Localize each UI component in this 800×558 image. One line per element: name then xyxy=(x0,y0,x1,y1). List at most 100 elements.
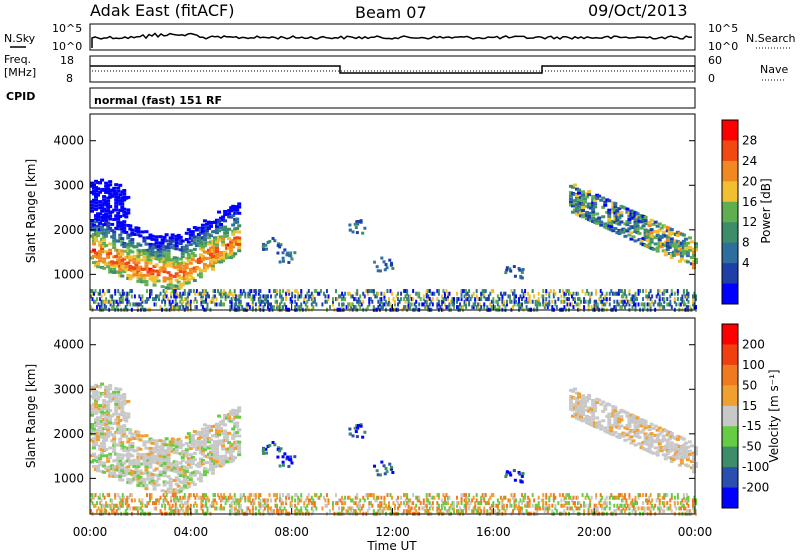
heatmap-cell xyxy=(261,449,265,453)
heatmap-cell xyxy=(542,297,545,302)
heatmap-cell xyxy=(90,256,94,260)
heatmap-cell xyxy=(545,291,548,296)
heatmap-cell xyxy=(394,503,397,508)
heatmap-cell xyxy=(322,495,325,500)
heatmap-cell xyxy=(144,465,149,469)
heatmap-cell xyxy=(353,501,356,506)
heatmap-cell xyxy=(587,415,592,419)
heatmap-cell xyxy=(116,239,121,243)
heatmap-cell xyxy=(645,289,648,294)
heatmap-cell xyxy=(184,448,189,452)
heatmap-cell xyxy=(357,297,360,302)
heatmap-cell xyxy=(148,291,151,296)
heatmap-cell xyxy=(621,409,626,413)
heatmap-cell xyxy=(653,236,658,240)
heatmap-cell xyxy=(527,291,530,296)
heatmap-cell xyxy=(691,503,694,508)
heatmap-cell xyxy=(625,207,630,211)
heatmap-cell xyxy=(300,289,303,294)
heatmap-cell xyxy=(597,219,602,223)
heatmap-cell xyxy=(128,428,133,432)
heatmap-cell xyxy=(162,480,167,484)
heatmap-cell xyxy=(174,493,177,498)
heatmap-cell xyxy=(93,299,96,304)
heatmap-cell xyxy=(251,506,254,511)
heatmap-cell xyxy=(616,506,619,511)
heatmap-cell xyxy=(257,291,260,296)
heatmap-cell xyxy=(657,448,662,452)
heatmap-cell xyxy=(90,438,94,442)
nave-label: Nave xyxy=(760,63,788,76)
heatmap-cell xyxy=(552,495,555,500)
heatmap-cell xyxy=(518,299,521,304)
heatmap-cell xyxy=(604,506,607,511)
heatmap-cell xyxy=(148,481,153,485)
heatmap-cell xyxy=(303,503,306,508)
heatmap-cell xyxy=(310,495,313,500)
heatmap-cell xyxy=(127,495,130,500)
heatmap-cell xyxy=(171,503,174,508)
heatmap-cell xyxy=(536,302,539,307)
heatmap-cell xyxy=(531,299,534,304)
heatmap-cell xyxy=(259,493,262,498)
heatmap-cell xyxy=(525,509,528,514)
heatmap-cell xyxy=(215,253,220,257)
heatmap-cell xyxy=(643,509,646,514)
heatmap-cell xyxy=(601,291,604,296)
heatmap-cell xyxy=(583,297,586,302)
heatmap-cell xyxy=(172,246,177,250)
heatmap-cell xyxy=(619,305,622,310)
heatmap-cell xyxy=(693,245,698,249)
heatmap-cell xyxy=(92,440,97,444)
heatmap-cell xyxy=(279,447,283,451)
heatmap-cell xyxy=(186,457,191,461)
heatmap-cell xyxy=(362,291,365,296)
heatmap-cell xyxy=(174,272,179,276)
heatmap-cell xyxy=(239,294,242,299)
heatmap-cell xyxy=(274,289,277,294)
heatmap-cell xyxy=(231,449,236,453)
heatmap-cell xyxy=(645,294,648,299)
heatmap-cell xyxy=(274,294,277,299)
heatmap-cell xyxy=(192,451,197,455)
heatmap-cell xyxy=(341,509,344,514)
heatmap-cell xyxy=(96,212,101,216)
heatmap-cell xyxy=(369,297,372,302)
heatmap-cell xyxy=(112,264,117,268)
heatmap-cell xyxy=(114,443,119,447)
heatmap-cell xyxy=(335,501,338,506)
heatmap-cell xyxy=(303,297,306,302)
heatmap-cell xyxy=(437,506,440,511)
heatmap-cell xyxy=(589,503,592,508)
heatmap-cell xyxy=(298,509,301,514)
heatmap-cell xyxy=(572,501,575,506)
heatmap-cell xyxy=(587,190,592,194)
heatmap-cell xyxy=(622,506,625,511)
heatmap-cell xyxy=(445,297,448,302)
heatmap-cell xyxy=(628,289,631,294)
heatmap-cell xyxy=(211,459,215,463)
heatmap-cell xyxy=(122,198,127,202)
heatmap-cell xyxy=(251,305,254,310)
heatmap-cell xyxy=(231,408,236,412)
heatmap-cell xyxy=(427,297,430,302)
heatmap-cell xyxy=(117,302,120,307)
heatmap-cell xyxy=(238,302,241,307)
heatmap-cell xyxy=(663,289,666,294)
heatmap-cell xyxy=(106,215,111,219)
heatmap-cell xyxy=(663,457,668,461)
heatmap-cell xyxy=(229,419,234,423)
colorbar-tick-label: 12 xyxy=(742,215,757,229)
heatmap-cell xyxy=(118,274,123,278)
heatmap-cell xyxy=(555,509,558,514)
heatmap-cell xyxy=(122,399,127,403)
heatmap-cell xyxy=(104,426,109,430)
heatmap-cell xyxy=(667,230,672,234)
heatmap-cell xyxy=(637,289,640,294)
heatmap-cell xyxy=(665,226,670,230)
heatmap-cell xyxy=(440,498,443,503)
heatmap-cell xyxy=(620,503,623,508)
heatmap-cell xyxy=(265,294,268,299)
heatmap-cell xyxy=(371,493,374,498)
heatmap-cell xyxy=(570,389,575,393)
